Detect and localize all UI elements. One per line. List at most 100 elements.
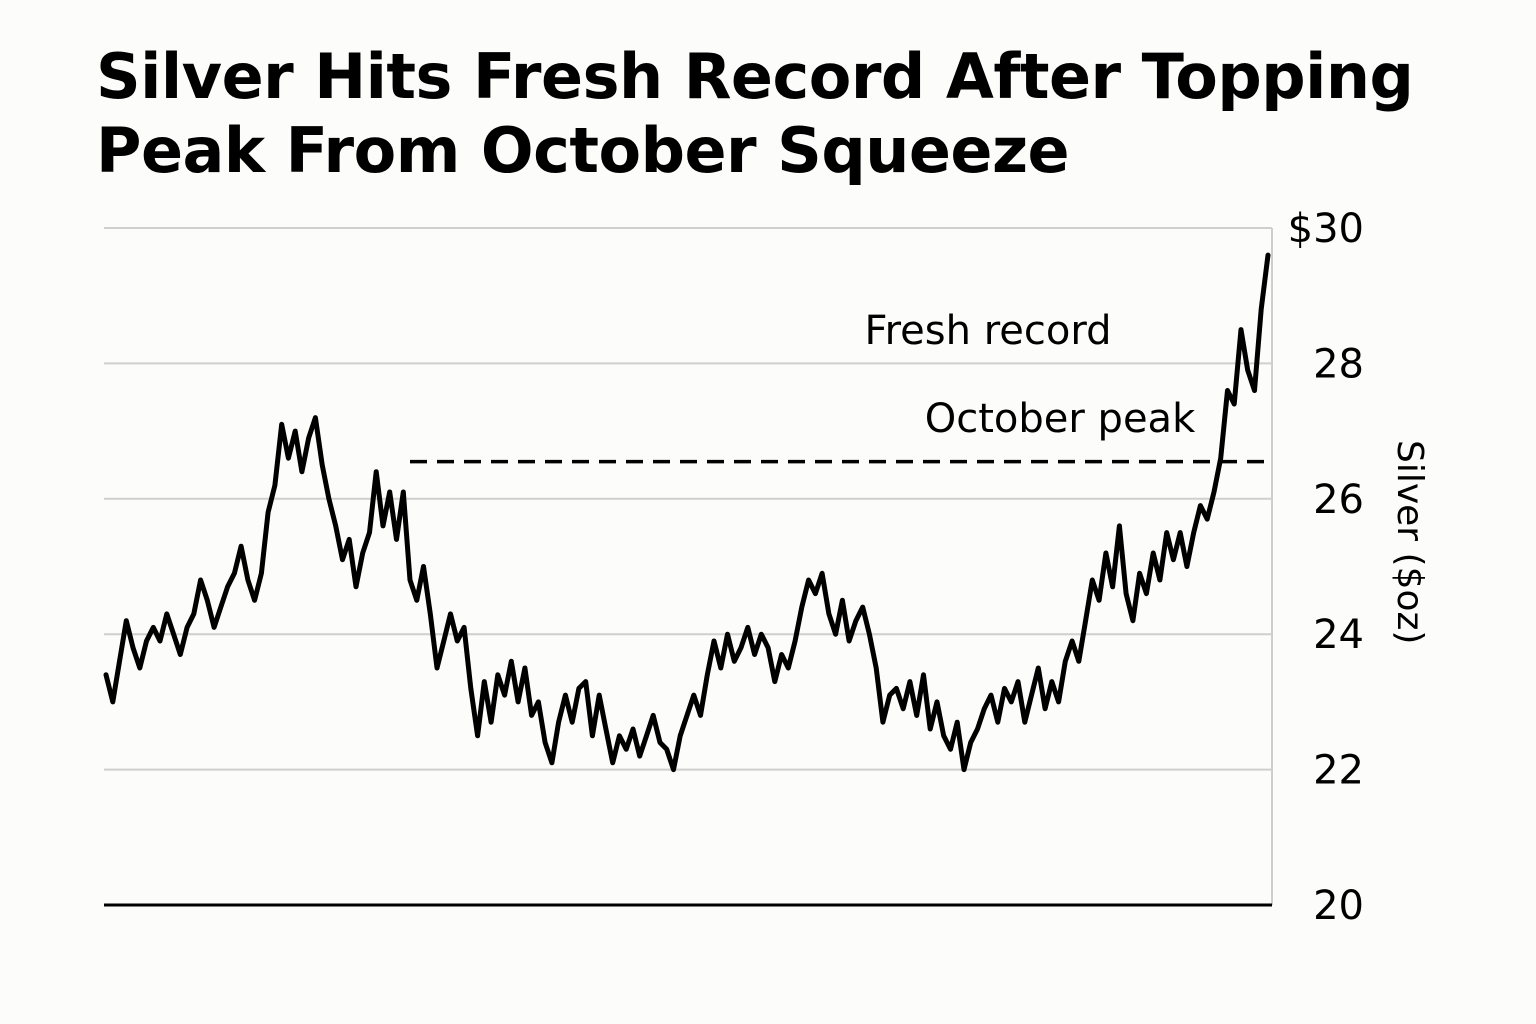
data-point: [577, 686, 581, 690]
data-point: [253, 598, 257, 602]
data-point: [449, 612, 452, 616]
data-point: [313, 416, 317, 420]
data-point: [530, 713, 534, 717]
data-point: [1090, 578, 1094, 582]
data-point: [347, 537, 351, 541]
data-point: [543, 741, 547, 744]
data-point: [840, 598, 844, 602]
data-point: [766, 646, 770, 650]
data-point: [874, 666, 878, 670]
data-point: [550, 761, 554, 765]
y-tick-label: $30: [1288, 206, 1364, 252]
data-point: [678, 734, 682, 738]
data-point: [138, 666, 142, 670]
data-point: [590, 734, 594, 738]
data-point: [1239, 328, 1243, 332]
data-point: [111, 700, 115, 704]
data-point: [145, 639, 148, 643]
data-point: [165, 612, 169, 616]
data-point: [638, 754, 642, 758]
data-point: [1009, 700, 1013, 704]
data-point: [178, 653, 182, 656]
annotation-fresh-record: Fresh record: [865, 308, 1112, 354]
data-point: [563, 693, 567, 697]
data-point: [151, 625, 155, 629]
y-tick-label: 26: [1313, 477, 1364, 523]
data-point: [584, 680, 588, 684]
data-point: [631, 727, 635, 731]
chart-title: Silver Hits Fresh Record After Topping P…: [96, 40, 1414, 187]
data-point: [516, 700, 520, 704]
data-point: [672, 768, 675, 772]
data-point: [1057, 700, 1061, 704]
data-point: [665, 747, 669, 751]
data-point: [1050, 680, 1054, 684]
data-point: [847, 639, 851, 643]
data-point: [509, 659, 513, 663]
data-point: [496, 673, 500, 677]
data-point: [1198, 504, 1202, 508]
data-point: [286, 456, 290, 460]
data-point: [705, 673, 709, 677]
data-point: [928, 727, 932, 731]
data-point: [617, 734, 621, 738]
data-point: [1266, 253, 1270, 257]
data-point: [888, 693, 892, 697]
data-point: [1084, 619, 1088, 623]
gridlines: [104, 227, 1272, 771]
data-point: [1104, 551, 1108, 555]
data-point: [976, 727, 979, 731]
data-point: [773, 680, 777, 684]
data-point: [1232, 402, 1236, 406]
data-point: [368, 531, 371, 535]
data-point: [219, 605, 223, 609]
data-point: [226, 585, 230, 589]
data-point: [503, 693, 507, 697]
data-point: [1151, 551, 1155, 555]
data-point: [185, 625, 189, 629]
data-point: [476, 734, 480, 738]
data-point: [922, 673, 925, 677]
data-point: [1226, 389, 1229, 392]
data-point: [942, 734, 946, 738]
data-point: [1030, 693, 1033, 697]
data-point: [320, 463, 324, 467]
data-point: [786, 666, 790, 670]
data-point: [408, 578, 412, 582]
data-point: [1124, 592, 1128, 596]
data-point: [604, 727, 608, 731]
data-point: [611, 761, 615, 765]
data-point: [239, 544, 243, 548]
data-point: [212, 625, 216, 629]
data-point: [361, 551, 365, 555]
data-point: [422, 565, 425, 568]
data-point: [800, 605, 804, 609]
data-point: [1036, 666, 1040, 670]
data-point: [1144, 592, 1148, 596]
data-point: [300, 470, 304, 474]
data-point: [442, 639, 446, 643]
data-point: [232, 571, 236, 575]
series-points: [104, 253, 1270, 772]
data-point: [374, 470, 378, 474]
data-point: [570, 720, 574, 724]
data-point: [118, 659, 121, 663]
data-point: [780, 653, 784, 656]
data-point: [726, 632, 729, 636]
data-point: [293, 429, 297, 433]
data-point: [307, 436, 311, 440]
data-point: [962, 768, 966, 772]
data-point: [807, 578, 811, 582]
data-point: [1003, 686, 1006, 690]
data-point: [131, 646, 135, 650]
data-point: [158, 639, 162, 643]
y-tick-label: 28: [1313, 341, 1364, 387]
data-point: [469, 686, 473, 690]
data-point: [861, 605, 865, 609]
data-point: [341, 558, 344, 562]
data-point: [989, 693, 993, 697]
data-point: [867, 632, 871, 636]
y-axis-label: Silver ($oz): [1389, 440, 1430, 644]
y-tick-label: 22: [1313, 748, 1364, 794]
